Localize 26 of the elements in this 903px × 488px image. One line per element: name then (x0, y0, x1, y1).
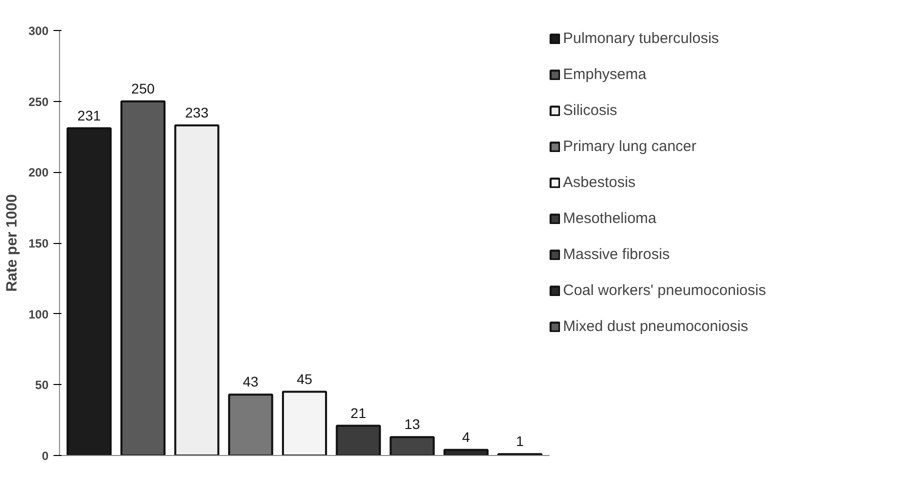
data-label: 1 (516, 433, 524, 450)
data-label: 21 (350, 404, 366, 421)
legend-label: Mixed dust pneumoconiosis (563, 318, 748, 335)
y-axis-title: Rate per 1000 (3, 194, 20, 292)
legend-label: Silicosis (563, 102, 618, 119)
data-label: 45 (296, 370, 312, 387)
legend-label: Asbestosis (563, 174, 636, 191)
data-label: 13 (404, 416, 420, 432)
legend-label: Mesothelioma (563, 210, 656, 227)
legend-label: Pulmonary tuberculosis (563, 30, 719, 47)
y-tick-label: 100 (28, 307, 49, 322)
data-label: 233 (185, 104, 209, 120)
y-tick-label: 150 (28, 236, 49, 250)
y-tick-label: 200 (28, 166, 49, 180)
y-tick-label: 250 (28, 94, 49, 109)
y-tick-label: 300 (28, 24, 49, 38)
legend-label: Primary lung cancer (563, 138, 696, 155)
y-tick-label: 50 (35, 378, 49, 392)
legend-label: Massive fibrosis (563, 246, 670, 263)
data-label: 43 (242, 374, 259, 390)
legend-label: Coal workers' pneumoconiosis (563, 282, 766, 299)
data-label: 250 (131, 80, 155, 96)
data-label: 4 (462, 428, 470, 445)
data-label: 231 (77, 107, 102, 124)
legend-label: Emphysema (563, 66, 646, 83)
y-tick-label: 0 (42, 449, 49, 463)
